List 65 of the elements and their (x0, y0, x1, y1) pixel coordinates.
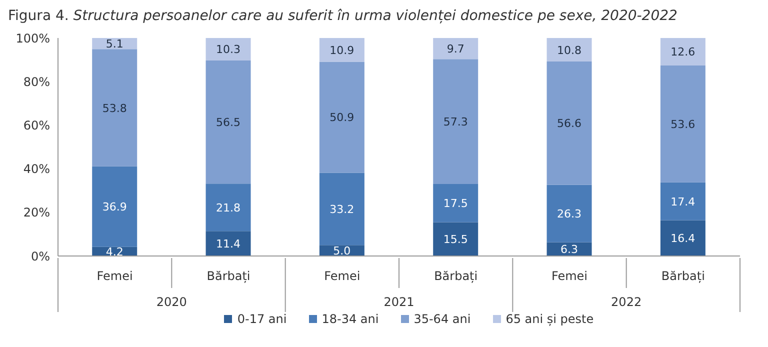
data-label: 9.7 (446, 42, 464, 56)
text: 2021 (384, 295, 414, 309)
x-tick-label: Bărbați (206, 269, 250, 283)
bar (319, 62, 364, 173)
data-label: 17.5 (443, 197, 468, 210)
bar (660, 38, 706, 66)
x-tick-label: Femei (324, 269, 360, 283)
data-label: 26.3 (557, 208, 582, 221)
data-label: 10.8 (557, 44, 582, 57)
data-label: 15.5 (443, 233, 468, 246)
y-tick-label: 0% (30, 249, 50, 264)
data-label: 6.3 (560, 243, 578, 256)
text: 2022 (611, 295, 642, 309)
data-label: 56.6 (557, 117, 582, 130)
data-label: 12.6 (670, 46, 696, 59)
data-label: 21.8 (216, 201, 241, 214)
legend-label: 35-64 ani (412, 312, 471, 326)
bar (92, 38, 138, 50)
data-label: 17.4 (670, 195, 696, 208)
bar (546, 38, 592, 62)
data-label: 36.9 (102, 200, 127, 214)
y-tick-label: 80% (23, 74, 50, 89)
data-label: 56.5 (216, 116, 241, 130)
bar (660, 182, 706, 220)
bar (206, 231, 251, 256)
bar (92, 49, 138, 166)
y-tick-label: 20% (23, 206, 50, 220)
text: 2020 (156, 295, 187, 309)
bar (206, 184, 251, 232)
y-tick-label: 100% (16, 31, 50, 46)
y-tick-label: 40% (23, 162, 50, 176)
bar (433, 59, 478, 184)
bar (206, 38, 251, 60)
x-tick-label: Bărbați (434, 269, 478, 283)
bar (206, 60, 251, 184)
bar (433, 222, 478, 256)
data-label: 5.0 (333, 244, 351, 258)
data-label: 4.2 (106, 245, 124, 258)
data-label: 57.3 (443, 116, 468, 129)
bar (660, 220, 706, 256)
x-tick-label: Femei (551, 269, 588, 283)
x-tick-label: Femei (96, 269, 133, 283)
bar (319, 38, 364, 62)
bar (433, 184, 478, 222)
data-label: 53.8 (102, 102, 127, 115)
data-label: 11.4 (216, 238, 241, 251)
bar (546, 62, 592, 185)
bar (433, 38, 478, 60)
data-label: 53.6 (670, 118, 696, 131)
legend-label: 65 ani și peste (504, 312, 594, 326)
legend-label: 0-17 ani (236, 312, 287, 326)
y-tick-label: 60% (23, 118, 50, 132)
data-label: 10.3 (216, 43, 241, 56)
data-label: 33.2 (330, 202, 354, 216)
data-label: 10.9 (330, 44, 354, 57)
x-tick-label: Bărbați (661, 269, 705, 283)
bar (92, 166, 138, 247)
bar (319, 172, 364, 246)
data-label: 5.1 (106, 38, 124, 51)
chart-title: Figura 4. Structura persoanelor care au suferit în urma violenței domestice pe sexe, 2020-2022 (8, 8, 678, 26)
bar (546, 184, 592, 242)
legend-label: 18-34 ani (320, 312, 379, 326)
data-label: 50.9 (330, 111, 354, 124)
bar (660, 65, 706, 182)
data-label: 16.4 (670, 232, 696, 246)
